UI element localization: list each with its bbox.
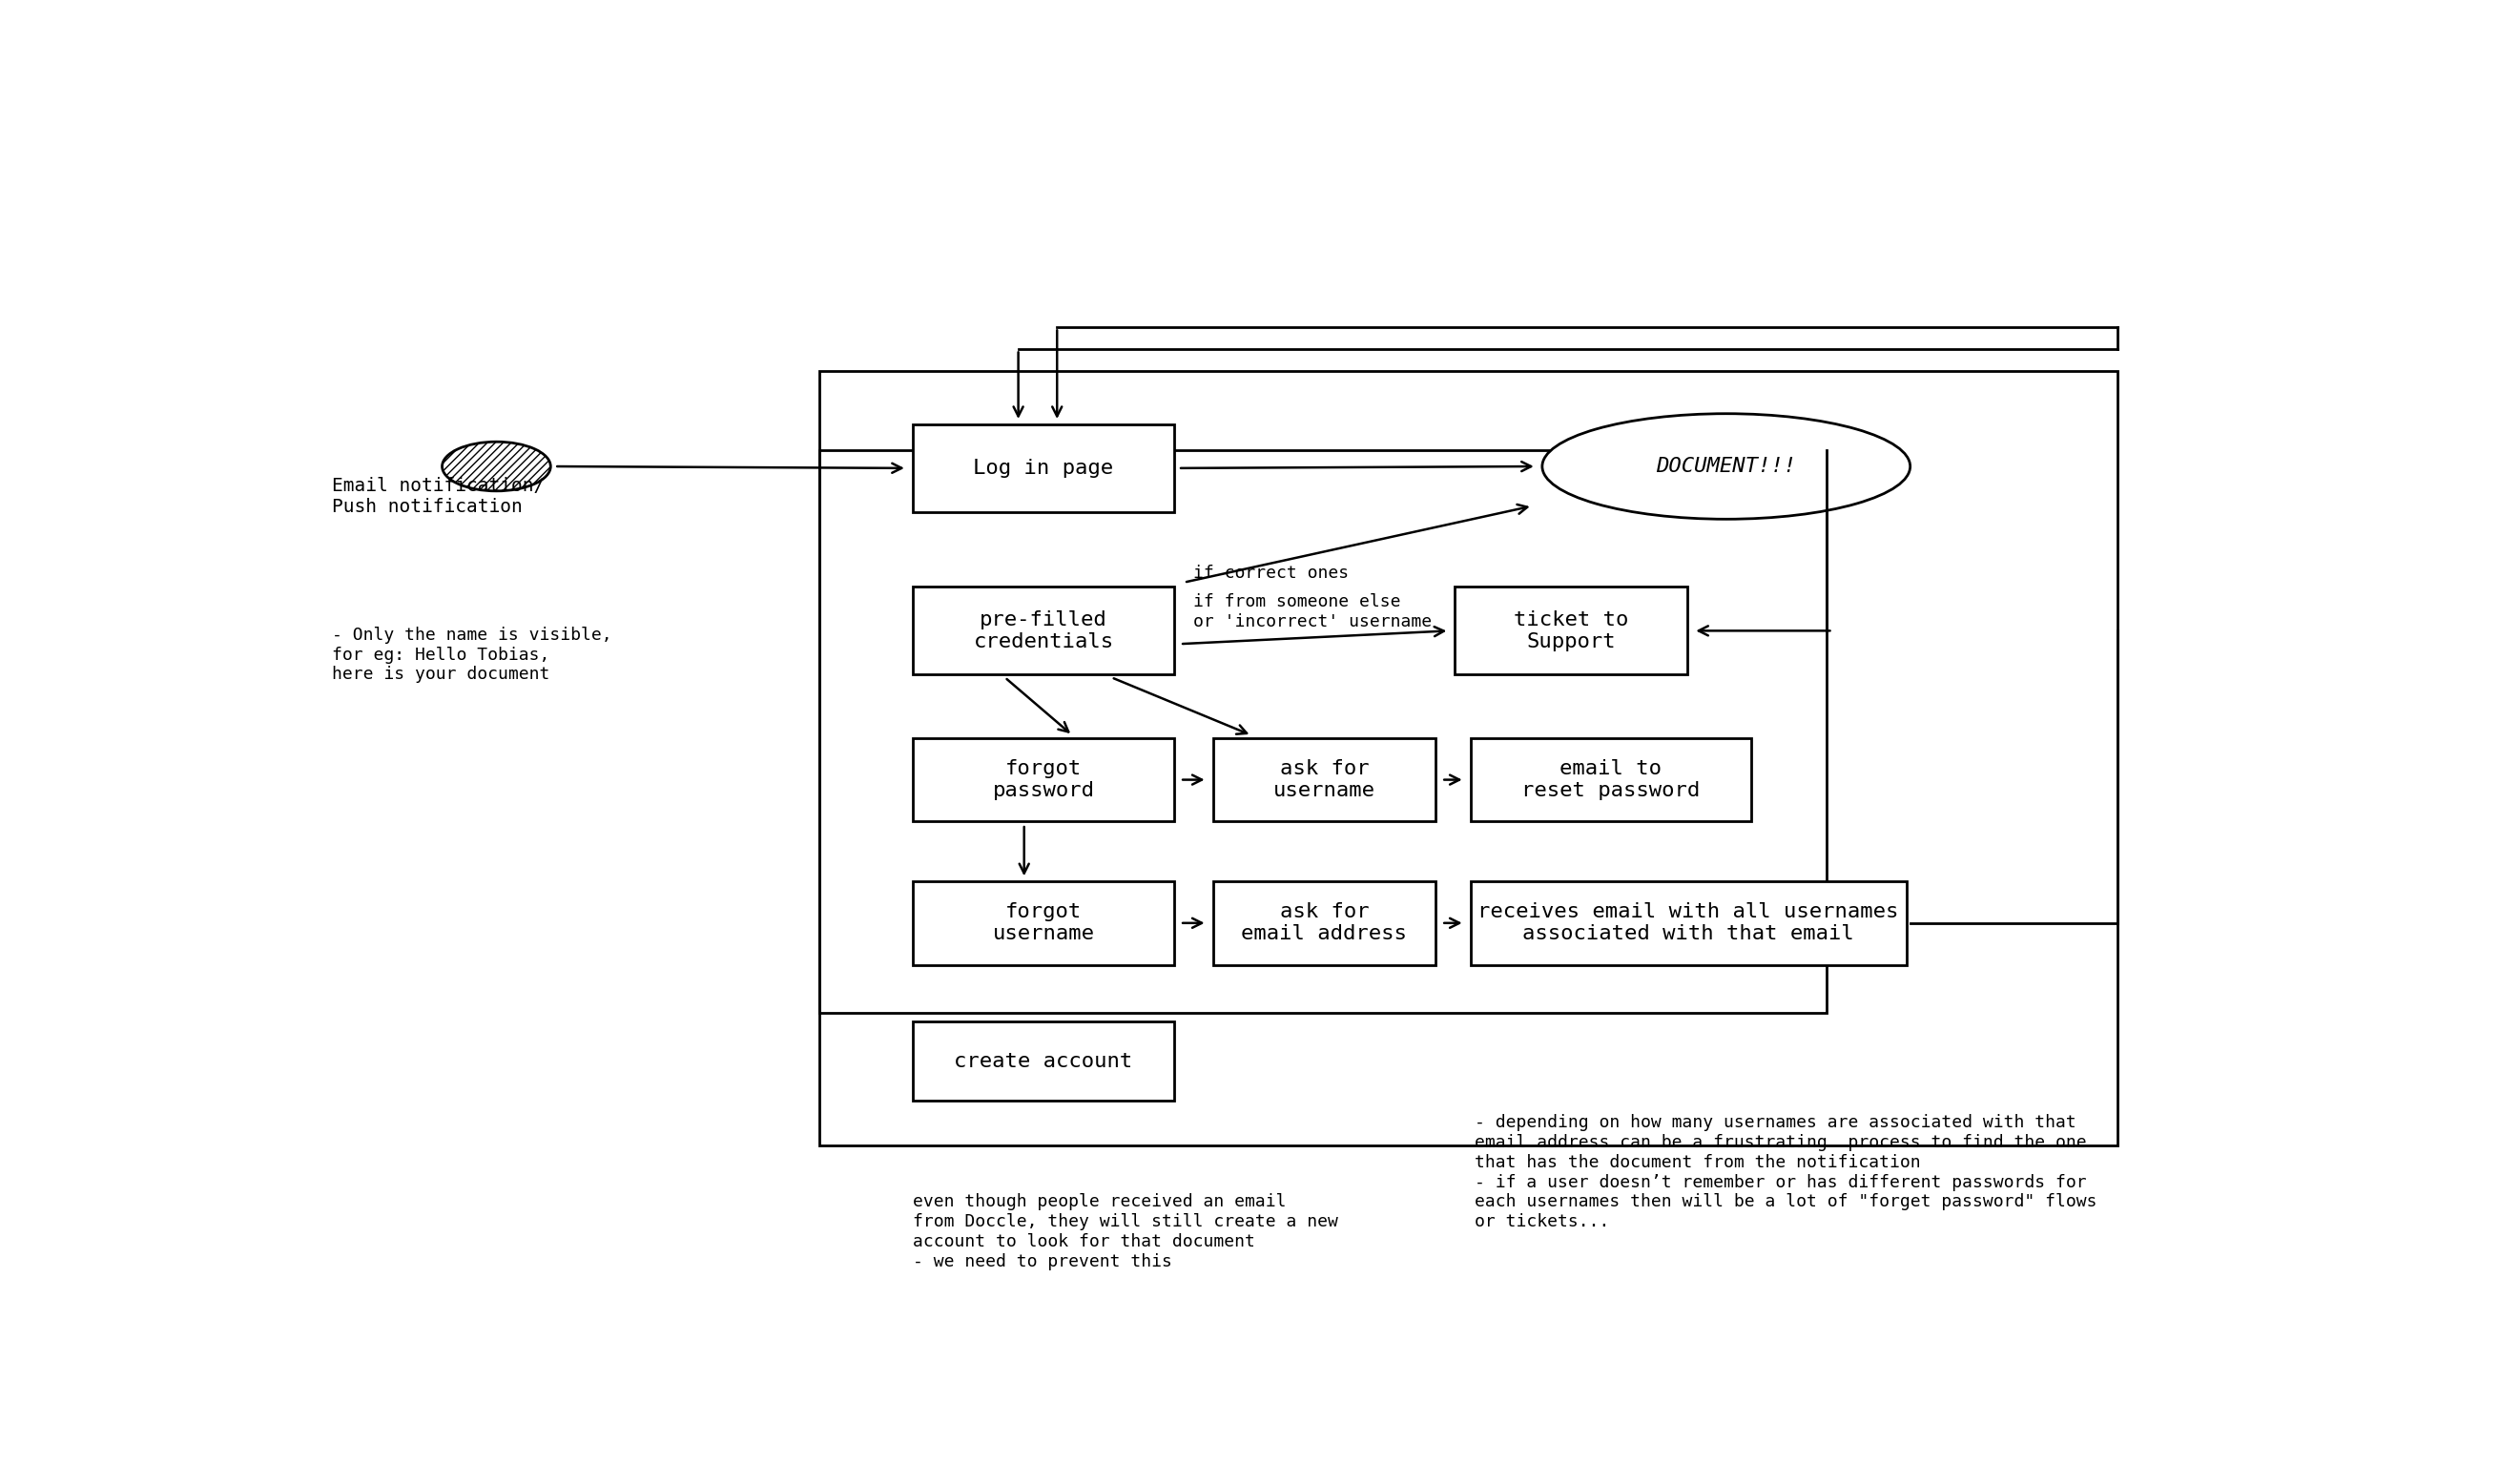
Text: email to
reset password: email to reset password — [1522, 760, 1699, 800]
Bar — [912, 424, 1175, 512]
Bar — [1212, 738, 1434, 822]
Bar — [912, 1022, 1175, 1101]
Bar — [1469, 738, 1752, 822]
Text: DOCUMENT!!!: DOCUMENT!!! — [1657, 457, 1797, 476]
Bar — [820, 451, 1827, 1014]
Text: create account: create account — [955, 1052, 1132, 1071]
Bar — [820, 371, 2117, 1146]
Circle shape — [442, 442, 550, 491]
Text: if from someone else
or 'incorrect' username: if from someone else or 'incorrect' user… — [1195, 594, 1432, 631]
Bar — [1212, 881, 1434, 965]
Text: Email notification/
Push notification: Email notification/ Push notification — [332, 476, 545, 516]
Text: - depending on how many usernames are associated with that
email address can be : - depending on how many usernames are as… — [1474, 1114, 2097, 1230]
Text: even though people received an email
from Doccle, they will still create a new
a: even though people received an email fro… — [912, 1193, 1337, 1270]
Bar — [1469, 881, 1907, 965]
Bar — [912, 881, 1175, 965]
Text: ask for
username: ask for username — [1274, 760, 1374, 800]
Bar — [1454, 586, 1687, 675]
Text: receives email with all usernames
associated with that email: receives email with all usernames associ… — [1477, 902, 1899, 944]
Bar — [912, 586, 1175, 675]
Text: - Only the name is visible,
for eg: Hello Tobias,
here is your document: - Only the name is visible, for eg: Hell… — [332, 626, 612, 683]
Bar — [912, 738, 1175, 822]
Text: forgot
password: forgot password — [992, 760, 1095, 800]
Ellipse shape — [1542, 414, 1909, 519]
Text: ask for
email address: ask for email address — [1242, 902, 1407, 944]
Text: Log in page: Log in page — [972, 459, 1115, 478]
Text: pre-filled
credentials: pre-filled credentials — [972, 610, 1115, 651]
Text: forgot
username: forgot username — [992, 902, 1095, 944]
Text: if correct ones: if correct ones — [1195, 565, 1349, 582]
Text: ticket to
Support: ticket to Support — [1514, 610, 1629, 651]
